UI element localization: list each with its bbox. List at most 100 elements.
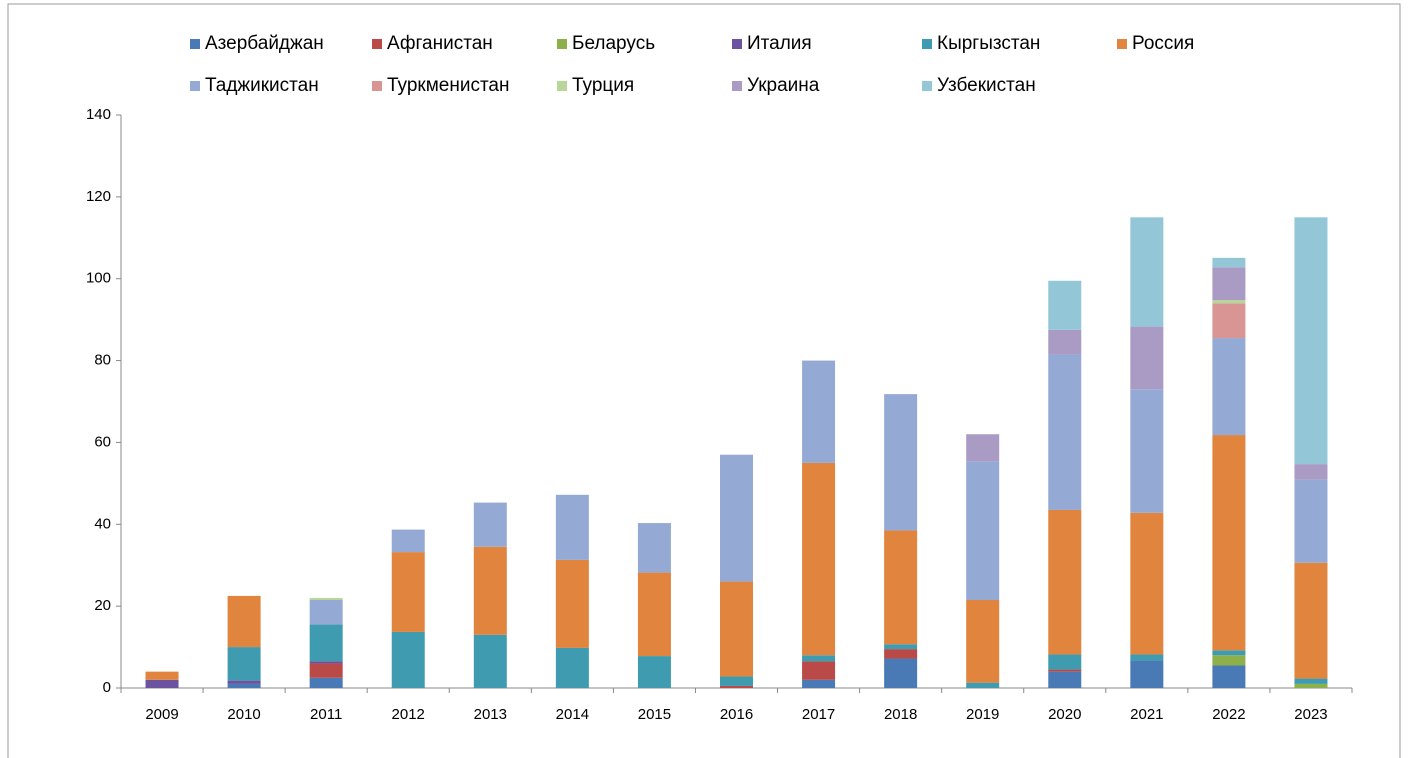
bar-segment — [227, 647, 261, 681]
y-tick-label: 100 — [86, 270, 111, 287]
bar-segment — [1212, 303, 1246, 339]
bar-segment — [802, 462, 836, 656]
bar-segment — [1294, 683, 1328, 688]
bar-segment — [966, 461, 1000, 601]
y-tick-label: 60 — [94, 433, 111, 450]
legend-label: Азербайджан — [205, 33, 324, 54]
x-tick-label: 2009 — [145, 706, 178, 723]
bar-segment — [555, 647, 589, 688]
bar-segment — [1048, 509, 1082, 655]
legend-swatch — [372, 81, 382, 91]
bar-segment — [1294, 464, 1328, 480]
bar-segment — [1294, 562, 1328, 679]
bar-segment — [309, 597, 343, 601]
bar-segment — [802, 661, 836, 680]
bar-segment — [1048, 280, 1082, 330]
bar-segment — [1212, 267, 1246, 300]
bar-segment — [720, 685, 753, 688]
bar-segment — [1130, 326, 1164, 390]
x-tick-label: 2019 — [966, 706, 999, 723]
x-tick-label: 2011 — [310, 706, 342, 723]
x-tick-label: 2010 — [227, 706, 260, 723]
bar-segment — [884, 394, 918, 531]
x-tick-label: 2017 — [802, 706, 835, 723]
bar-segment — [884, 649, 918, 659]
legend-label: Узбекистан — [937, 75, 1036, 96]
bar-segment — [555, 559, 589, 648]
legend-swatch — [557, 81, 567, 91]
bar-segment — [802, 360, 836, 463]
x-tick-label: 2021 — [1130, 706, 1163, 723]
bar-segment — [637, 656, 671, 688]
bar-segment — [391, 552, 425, 632]
bar-segment — [1048, 669, 1082, 672]
legend-swatch — [732, 39, 742, 49]
legend-swatch — [732, 81, 742, 91]
bar-segment — [720, 581, 753, 677]
legend-label: Беларусь — [572, 33, 655, 54]
bar-segment — [473, 546, 507, 635]
y-tick-label: 20 — [94, 597, 111, 614]
bar-segment — [1294, 217, 1328, 465]
x-tick-label: 2014 — [556, 706, 589, 723]
legend-swatch — [190, 39, 200, 49]
legend-label: Италия — [747, 33, 812, 54]
legend-swatch — [557, 39, 567, 49]
bar-segment — [309, 624, 343, 662]
bar-segment — [1130, 660, 1164, 688]
y-tick-label: 120 — [86, 188, 111, 205]
bar-segment — [1130, 512, 1164, 655]
legend-swatch — [190, 81, 200, 91]
y-tick-label: 40 — [94, 515, 111, 532]
bar-segment — [1130, 217, 1164, 327]
x-tick-label: 2020 — [1048, 706, 1081, 723]
bar-segment — [802, 655, 836, 662]
legend-swatch — [922, 81, 932, 91]
bar-segment — [145, 671, 179, 680]
bar-segment — [309, 663, 343, 678]
bar-segment — [637, 523, 671, 573]
x-tick-label: 2013 — [474, 706, 507, 723]
legend-label: Россия — [1132, 33, 1194, 54]
bar-segment — [720, 676, 753, 686]
legend-swatch — [922, 39, 932, 49]
bar-segment — [720, 454, 753, 582]
chart-border — [7, 3, 1401, 758]
y-tick-label: 140 — [86, 106, 111, 123]
bar-segment — [966, 682, 1000, 688]
legend-label: Афганистан — [387, 33, 493, 54]
y-tick-label: 80 — [94, 352, 111, 369]
bar-segment — [309, 661, 343, 664]
y-tick-label: 0 — [103, 679, 111, 696]
bar-segment — [391, 529, 425, 553]
legend-swatch — [372, 39, 382, 49]
x-tick-label: 2016 — [720, 706, 753, 723]
bar-segment — [473, 502, 507, 547]
bar-segment — [1048, 329, 1082, 355]
x-tick-label: 2022 — [1212, 706, 1245, 723]
bar-segment — [1294, 678, 1328, 684]
bar-segment — [227, 680, 261, 684]
x-tick-label: 2012 — [392, 706, 425, 723]
bar-segment — [1212, 655, 1246, 666]
bar-segment — [1212, 257, 1246, 268]
bar-segment — [637, 572, 671, 657]
bar-segment — [1048, 671, 1082, 688]
bar-segment — [145, 679, 179, 688]
bar-segment — [473, 634, 507, 688]
x-tick-label: 2018 — [884, 706, 917, 723]
bar-segment — [884, 658, 918, 688]
bar-segment — [1294, 479, 1328, 563]
bar-segment — [1048, 654, 1082, 670]
legend-label: Турция — [572, 75, 634, 96]
bar-segment — [884, 530, 918, 645]
bar-segment — [227, 683, 261, 688]
bar-segment — [1212, 665, 1246, 688]
bar-segment — [966, 600, 1000, 683]
bar-segment — [966, 434, 1000, 462]
bar-segment — [802, 679, 836, 688]
bar-segment — [1212, 299, 1246, 304]
bar-segment — [555, 494, 589, 560]
bar-segment — [1048, 354, 1082, 510]
